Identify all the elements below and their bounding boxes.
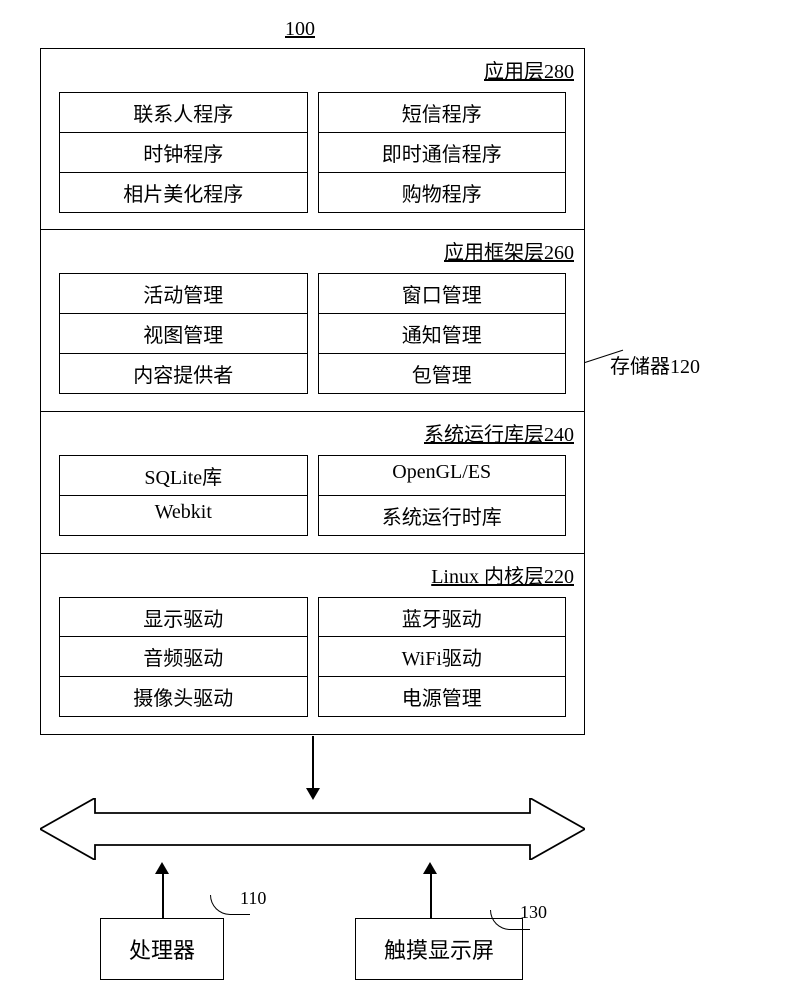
layer-2: 系统运行库层240SQLite库OpenGL/ESWebkit系统运行时库 — [41, 412, 584, 554]
layer-grid: 联系人程序短信程序时钟程序即时通信程序相片美化程序购物程序 — [41, 92, 584, 229]
layer-cell: 联系人程序 — [59, 92, 308, 133]
layer-cell: 相片美化程序 — [59, 172, 308, 213]
layer-grid: 活动管理窗口管理视图管理通知管理内容提供者包管理 — [41, 273, 584, 410]
layer-title: Linux 内核层220 — [41, 554, 584, 597]
layer-cell: 购物程序 — [318, 172, 567, 213]
touch-box: 触摸显示屏 — [355, 918, 523, 980]
bus-double-arrow — [40, 798, 585, 860]
layer-cell: 时钟程序 — [59, 132, 308, 173]
layer-3: Linux 内核层220显示驱动蓝牙驱动音频驱动WiFi驱动摄像头驱动电源管理 — [41, 554, 584, 734]
layer-title: 应用层280 — [41, 49, 584, 92]
layer-cell: WiFi驱动 — [318, 636, 567, 677]
stack-to-bus-arrow-line — [312, 736, 314, 792]
layer-cell: 显示驱动 — [59, 597, 308, 638]
processor-arrow-line — [162, 872, 164, 918]
layer-grid: SQLite库OpenGL/ESWebkit系统运行时库 — [41, 455, 584, 553]
processor-number: 110 — [240, 888, 266, 909]
layer-cell: SQLite库 — [59, 455, 308, 496]
layer-grid: 显示驱动蓝牙驱动音频驱动WiFi驱动摄像头驱动电源管理 — [41, 597, 584, 734]
layer-cell: 音频驱动 — [59, 636, 308, 677]
layer-cell: 摄像头驱动 — [59, 676, 308, 717]
layer-cell: 包管理 — [318, 353, 567, 394]
layer-title: 系统运行库层240 — [41, 412, 584, 455]
memory-annotation: 存储器120 — [610, 350, 700, 379]
layer-1: 应用框架层260活动管理窗口管理视图管理通知管理内容提供者包管理 — [41, 230, 584, 411]
layer-cell: OpenGL/ES — [318, 455, 567, 496]
layer-cell: 窗口管理 — [318, 273, 567, 314]
layer-cell: 即时通信程序 — [318, 132, 567, 173]
layer-cell: 通知管理 — [318, 313, 567, 354]
layer-title: 应用框架层260 — [41, 230, 584, 273]
layer-cell: 内容提供者 — [59, 353, 308, 394]
processor-box: 处理器 — [100, 918, 224, 980]
layer-0: 应用层280联系人程序短信程序时钟程序即时通信程序相片美化程序购物程序 — [41, 49, 584, 230]
layer-cell: 电源管理 — [318, 676, 567, 717]
layer-cell: Webkit — [59, 495, 308, 536]
processor-arrow-head — [155, 862, 169, 874]
memory-stack: 应用层280联系人程序短信程序时钟程序即时通信程序相片美化程序购物程序应用框架层… — [40, 48, 585, 735]
layer-cell: 系统运行时库 — [318, 495, 567, 536]
layer-cell: 蓝牙驱动 — [318, 597, 567, 638]
diagram-number: 100 — [285, 18, 315, 41]
layer-cell: 短信程序 — [318, 92, 567, 133]
layer-cell: 活动管理 — [59, 273, 308, 314]
touch-arrow-head — [423, 862, 437, 874]
layer-cell: 视图管理 — [59, 313, 308, 354]
touch-arrow-line — [430, 872, 432, 918]
touch-number: 130 — [520, 902, 547, 923]
